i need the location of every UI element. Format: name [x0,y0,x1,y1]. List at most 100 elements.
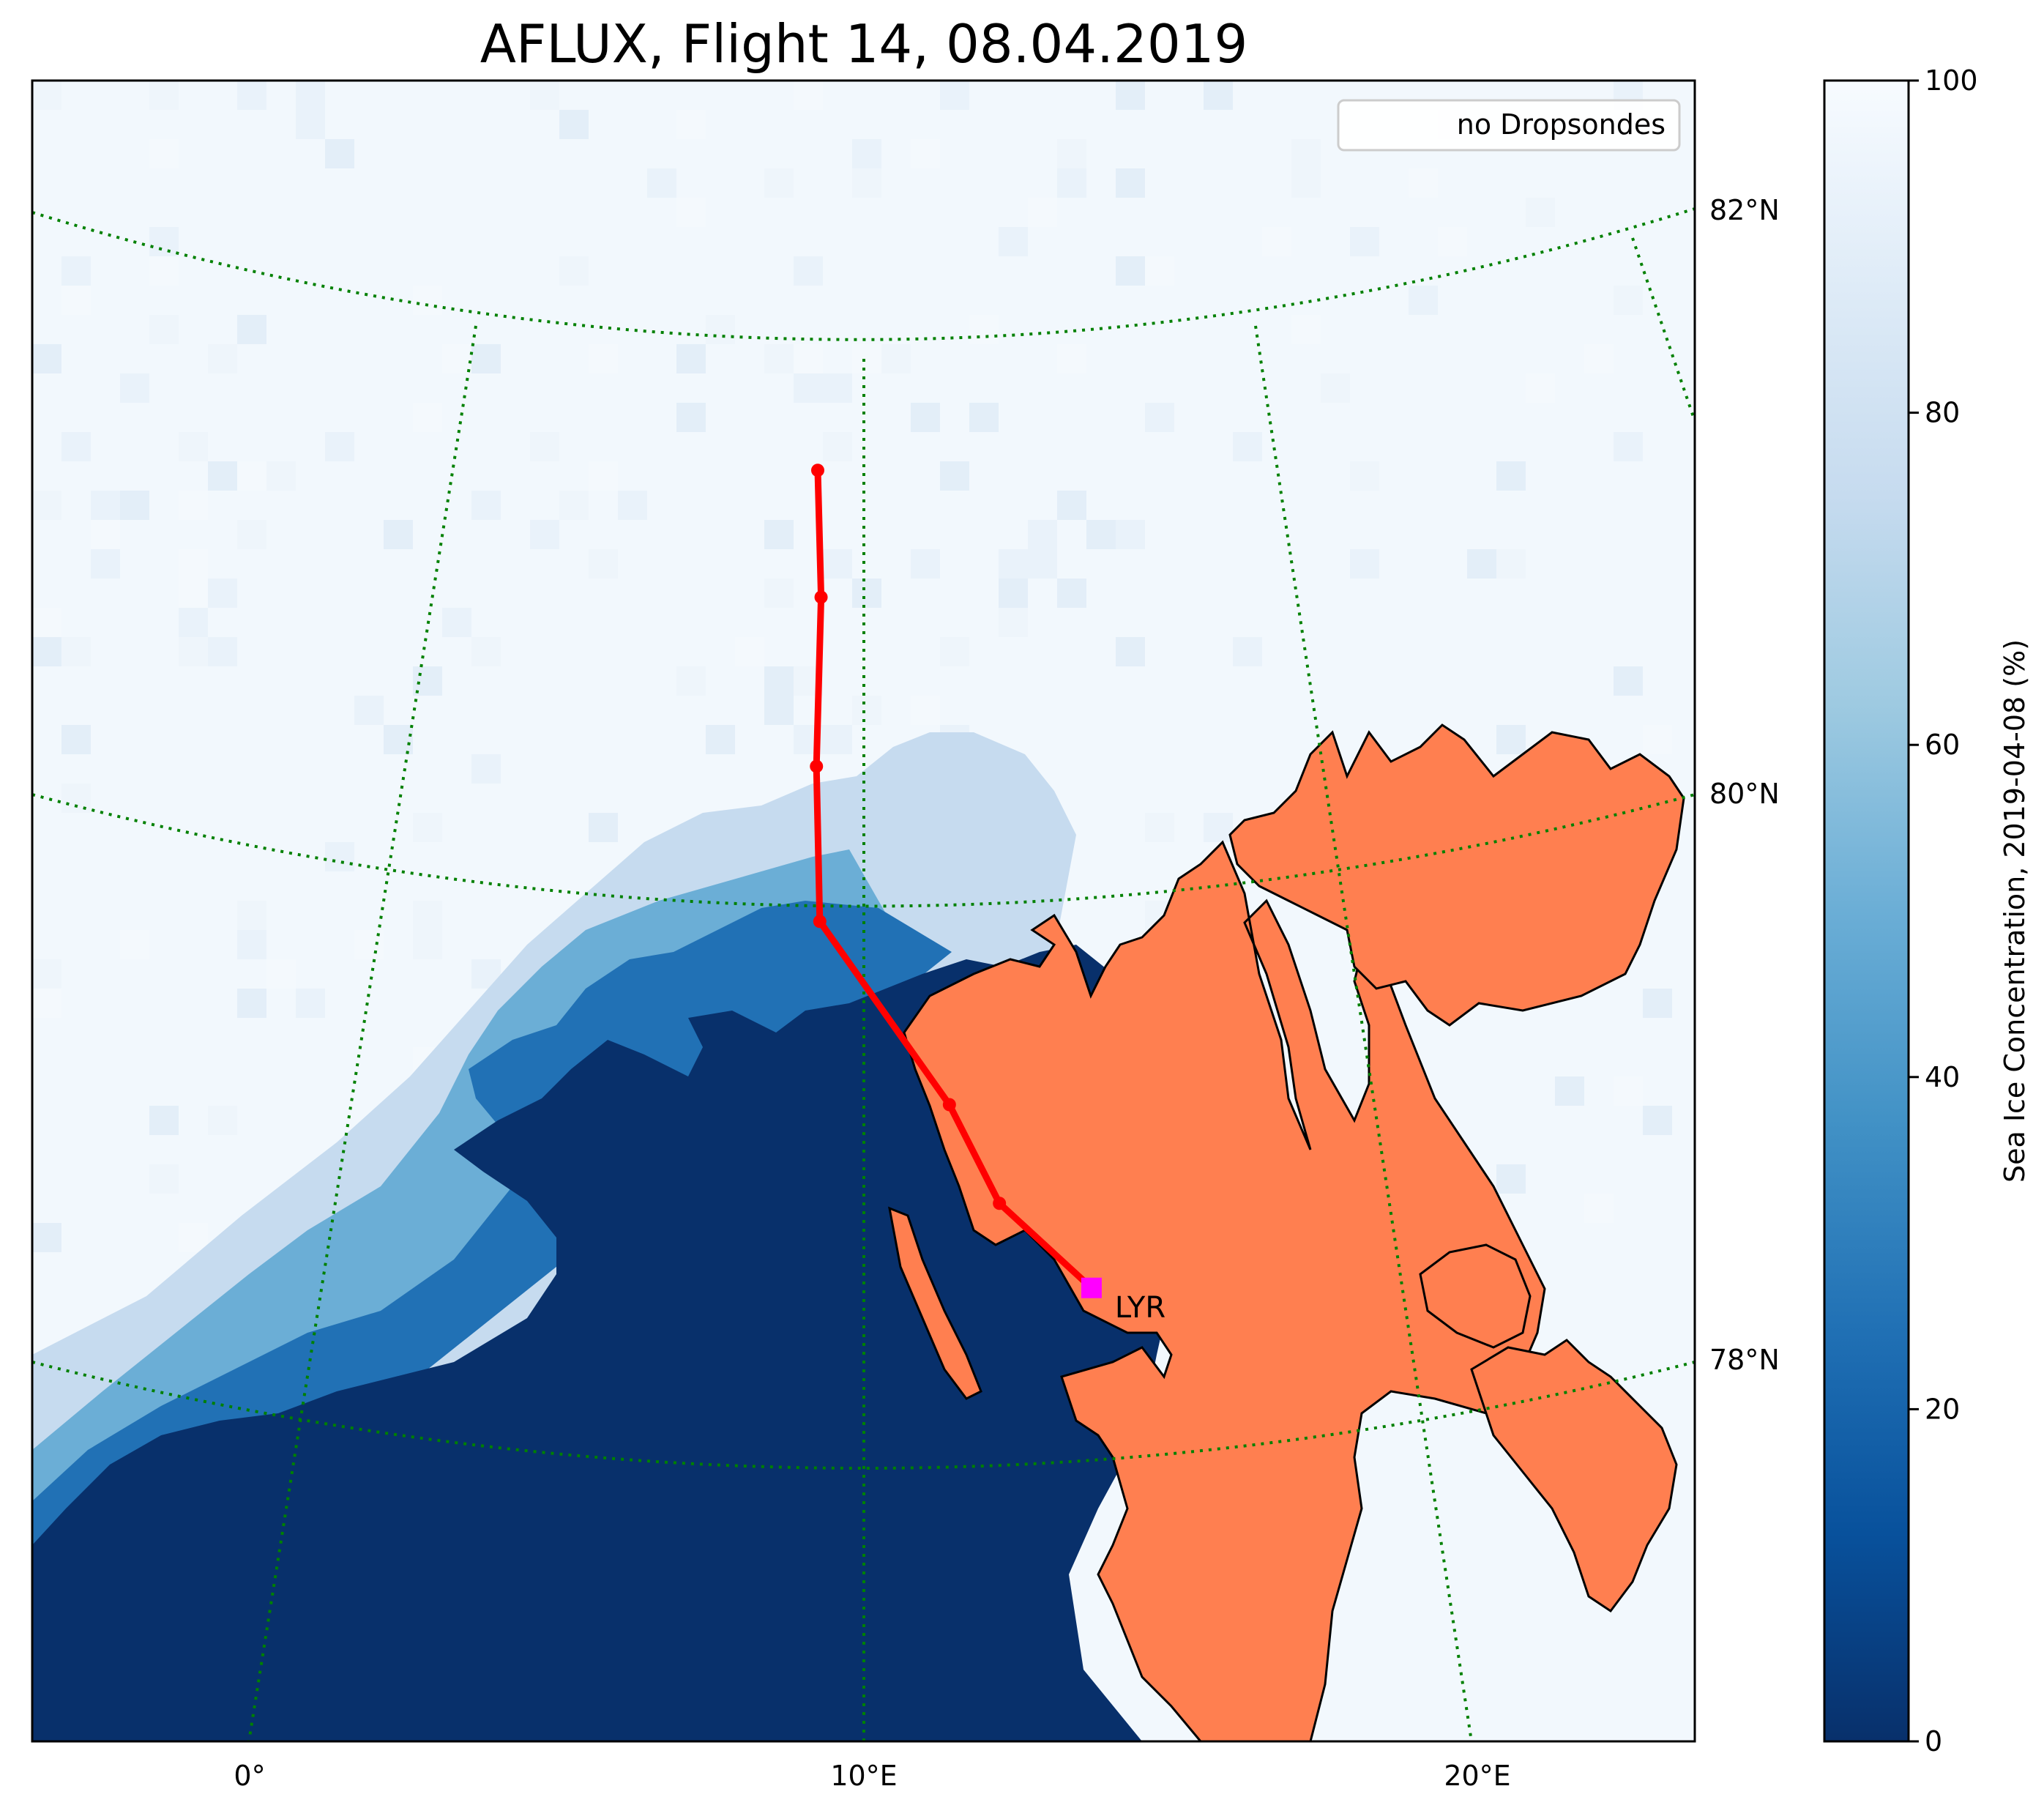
ice-cell [149,1164,179,1194]
ice-cell [413,930,442,959]
ice-cell [1467,549,1496,579]
ice-cell [91,549,120,579]
ice-cell [91,520,120,549]
svalbard-nordaustlandet [1228,723,1685,1027]
ice-cell [1526,198,1555,227]
ice-cell [61,784,91,813]
ice-cell [1438,227,1467,256]
ice-cell [1204,813,1233,842]
ice-cell [1350,461,1379,491]
ice-cell [794,81,823,110]
ice-cell [852,344,881,373]
flight-track-point [810,464,824,477]
ice-cell [32,491,61,520]
ice-cell [852,579,881,608]
ice-cell [1204,81,1233,110]
lat-label-78n: 78°N [1709,1344,1780,1376]
ice-cell [61,286,91,315]
ice-cell [1614,286,1643,315]
ice-cell [32,959,61,989]
ice-cell [911,549,940,579]
ice-cell [852,696,881,725]
ice-cell [589,344,618,373]
ice-cell [266,959,296,989]
meridian-20 [1254,325,1473,1741]
map-area [32,81,1695,1741]
flight-track-point [942,1098,956,1112]
ice-cell [1350,549,1379,579]
legend: no Dropsondes [1337,99,1681,152]
lon-label-10e: 10°E [830,1760,897,1792]
ice-cell [940,81,969,110]
ice-cell [179,579,208,608]
ice-cell [676,666,706,696]
ice-cell [208,344,237,373]
legend-box [1337,99,1681,152]
ice-cell [676,403,706,432]
ice-cell [32,1223,61,1252]
ice-cell [1291,315,1321,344]
ice-cell [179,432,208,461]
ice-cell [676,198,706,227]
ice-cell [208,1106,237,1135]
ice-cell [325,842,354,871]
ice-cell [559,491,589,520]
ice-cell [325,139,354,168]
ice-cell [1496,1164,1526,1194]
ice-cell [1321,373,1350,403]
place-label-lyr: LYR [1115,1291,1165,1325]
colorbar-label: Sea Ice Concentration, 2019-04-08 (%) [1999,639,2031,1183]
ice-cell [764,579,794,608]
flight-track-point [814,590,828,604]
ice-cell [1116,637,1145,666]
ice-cell [91,491,120,520]
ice-cell [764,696,794,725]
ice-cell [530,432,559,461]
ice-cell [384,520,413,549]
ice-cell [471,491,501,520]
ice-cell [1116,81,1145,110]
ice-cell [32,608,61,637]
ice-cell [1555,1076,1584,1106]
ice-cell [1291,139,1321,168]
ice-cell [1057,168,1086,198]
colorbar-tick-label: 40 [1925,1061,1960,1093]
legend-label-no-dropsondes: no Dropsondes [1457,108,1666,141]
ice-cell [676,344,706,373]
lon-label-0: 0° [234,1760,265,1792]
svalbard-prins-karls-forland [888,1206,982,1400]
ice-cell [471,344,501,373]
map-frame [31,79,1696,1743]
ice-cell [1116,168,1145,198]
ice-cell [237,989,266,1018]
ice-cell [149,256,179,286]
ice-cell [471,754,501,784]
ice-cell [237,520,266,549]
ice-cell [120,930,149,959]
ice-cell [1643,989,1672,1018]
ice-cell [296,81,325,110]
ice-cell [735,637,764,666]
ice-cell [237,901,266,930]
ice-cell [911,696,940,725]
ice-cell [296,110,325,139]
place-marker-lyr [1081,1277,1102,1298]
flight-track-layer [810,464,1102,1298]
ice-cell [1116,256,1145,286]
lat-label-80n: 80°N [1709,778,1780,810]
ice-cell [1350,227,1379,256]
ice-cell [589,813,618,842]
ice-cell [179,491,208,520]
ice-cell [179,637,208,666]
ice-cell [1614,666,1643,696]
ice-cell [61,256,91,286]
ice-cell [471,637,501,666]
ice-cell [911,139,940,168]
ice-cell [1614,1076,1643,1106]
ice-cell [120,373,149,403]
ice-cell [1086,520,1116,549]
ice-cell [530,81,559,110]
ice-cell [1643,725,1672,754]
ice-cell [120,491,149,520]
ice-cell [1028,520,1057,549]
